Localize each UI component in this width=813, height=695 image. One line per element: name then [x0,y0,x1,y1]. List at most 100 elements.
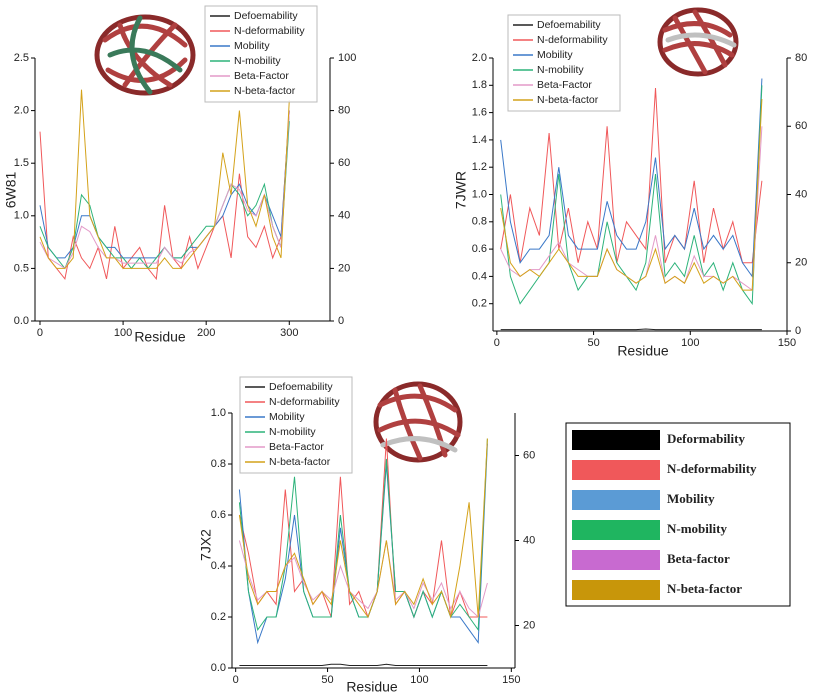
y-tick-label: 0.6 [211,509,226,521]
y2-tick-label: 0 [795,325,801,337]
legend-box-label: N-mobility [667,521,727,536]
y2-tick-label: 20 [795,257,807,269]
y-tick-label: 1.4 [472,134,487,146]
y2-tick-label: 60 [523,449,535,461]
x-axis-title: Residue [346,679,398,695]
legend-label: N-beta-factor [269,456,331,468]
y2-tick-label: 40 [523,534,535,546]
y2-tick-label: 60 [338,157,350,169]
y-tick-label: 0.4 [211,560,226,572]
legend-label: N-mobility [234,55,281,67]
data-line [39,89,290,269]
y-tick-label: 0.6 [472,243,487,255]
y-tick-label: 1.8 [472,79,487,91]
legend-box-swatch [572,520,660,540]
data-line [39,110,290,259]
y-axis-title: 7JWR [453,171,469,209]
data-line [500,328,762,331]
legend-label: N-mobility [269,426,316,438]
legend-label: N-beta-factor [234,85,296,97]
legend-label: Mobility [234,40,270,52]
data-line [500,87,763,264]
y2-tick-label: 20 [338,262,350,274]
x-tick-label: 100 [410,674,428,686]
y2-tick-label: 40 [338,210,350,222]
legend-box-frame [565,422,791,607]
legend-label: N-deformability [537,34,608,46]
x-tick-label: 200 [197,327,215,339]
legend-box-swatch [572,490,660,510]
y-tick-label: 0.5 [14,262,29,274]
legend-box-label: Mobility [667,491,715,506]
y-tick-label: 0.8 [472,216,487,228]
y-tick-label: 0.2 [211,611,226,623]
legend-box-swatch [572,460,660,480]
legend-frame [507,14,621,112]
data-line [238,438,488,619]
x-axis-title: Residue [134,329,186,345]
legend-label: N-mobility [537,64,584,76]
y-tick-label: 0.4 [472,270,487,282]
y-tick-label: 2.0 [14,105,29,117]
legend-label: Beta-Factor [537,79,592,91]
legend-box-swatch [572,430,660,450]
legend-label: Beta-Factor [234,70,289,82]
y2-tick-label: 0 [338,315,344,327]
y-tick-label: 2.5 [14,52,29,64]
y-tick-label: 1.2 [472,161,487,173]
legend-label: Mobility [269,411,305,423]
legend-label: Defoemability [234,10,298,22]
protein-image [94,14,196,96]
legend-frame [204,5,318,103]
y2-tick-label: 20 [523,619,535,631]
x-tick-label: 0 [494,337,500,349]
x-tick-label: 0 [233,674,239,686]
y-tick-label: 1.6 [472,107,487,119]
legend-box-label: N-deformability [667,461,757,476]
y2-tick-label: 60 [795,120,807,132]
y-tick-label: 1.5 [14,157,29,169]
legend-box-label: N-beta-factor [667,581,742,596]
y-tick-label: 0.8 [211,458,226,470]
data-line [239,663,488,666]
y-axis-title: 6W81 [3,172,19,209]
data-line [39,110,290,270]
data-line [500,98,763,291]
x-tick-label: 0 [37,327,43,339]
y-tick-label: 2.0 [472,52,487,64]
legend-label: Mobility [537,49,573,61]
legend-box-swatch [572,580,660,600]
y2-tick-label: 80 [338,105,350,117]
legend-label: N-deformability [234,25,305,37]
legend-label: Defoemability [537,19,601,31]
x-tick-label: 50 [321,674,333,686]
y-tick-label: 0.0 [14,315,29,327]
x-tick-label: 100 [114,327,132,339]
x-axis-title: Residue [617,343,669,359]
protein-image [373,381,463,463]
y-axis-title: 7JX2 [198,529,214,561]
y2-tick-label: 100 [338,52,356,64]
x-tick-label: 150 [502,674,520,686]
x-tick-label: 100 [681,337,699,349]
x-tick-label: 300 [280,327,298,339]
legend-box-label: Deformability [667,431,745,446]
data-line [39,110,290,281]
y2-tick-label: 40 [795,188,807,200]
legend-box-swatch [572,550,660,570]
legend-label: N-deformability [269,396,340,408]
data-line [500,85,763,306]
legend-label: Defoemability [269,381,333,393]
y-tick-label: 1.0 [14,210,29,222]
y-tick-label: 0.2 [472,298,487,310]
y-tick-label: 1.0 [211,407,226,419]
x-tick-label: 50 [587,337,599,349]
data-line [500,126,763,292]
legend-label: Beta-Factor [269,441,324,453]
data-line [500,78,763,278]
y-tick-label: 1.0 [472,188,487,200]
legend-box-label: Beta-factor [667,551,730,566]
legend-frame [239,376,353,474]
x-tick-label: 150 [778,337,796,349]
